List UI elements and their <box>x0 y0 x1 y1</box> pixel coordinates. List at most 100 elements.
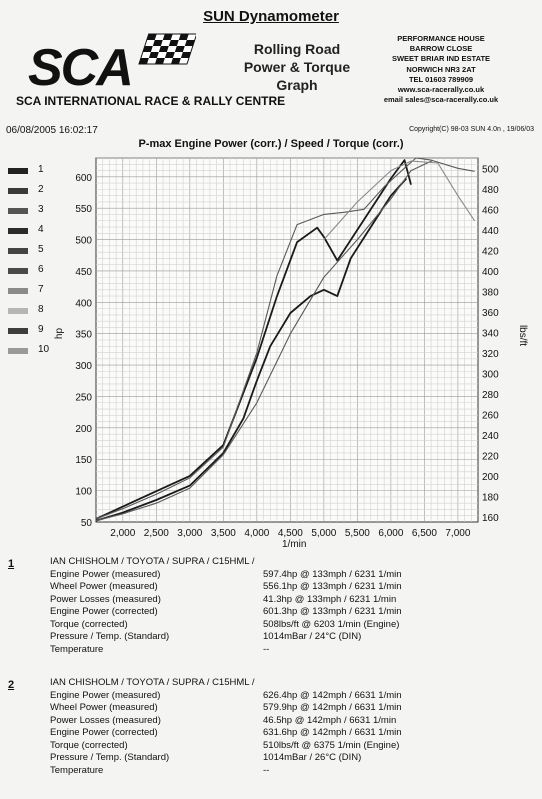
report-row: Engine Power (corrected) 631.6hp @ 142mph… <box>50 727 530 740</box>
legend-swatch <box>8 208 28 214</box>
address-line: TEL 01603 789909 <box>408 74 474 84</box>
address-line: BARROW CLOSE <box>409 44 473 54</box>
legend-number: 2 <box>38 184 44 195</box>
report-value: 597.4hp @ 133mph / 6231 1/min <box>263 568 402 580</box>
series-line-5 <box>323 160 476 240</box>
legend-item: 3 <box>8 204 68 218</box>
report-value: 626.4hp @ 142mph / 6631 1/min <box>263 689 402 701</box>
report-value: 556.1hp @ 133mph / 6231 1/min <box>263 581 402 592</box>
legend-number: 10 <box>38 344 50 355</box>
y-right-tick-label: 280 <box>482 390 499 401</box>
y-right-tick-label: 460 <box>482 205 499 216</box>
y-right-tick-label: 260 <box>482 410 499 421</box>
y-left-tick-label: 50 <box>81 518 93 529</box>
graph-title-line: Power & Torque <box>243 59 351 75</box>
y-left-tick-label: 400 <box>75 298 92 309</box>
legend-swatch <box>8 268 28 274</box>
series-line-2 <box>95 159 412 520</box>
y-right-tick-label: 160 <box>482 513 499 524</box>
report-row: Torque (corrected) 510lbs/ft @ 6375 1/min… <box>50 740 530 753</box>
legend-swatch <box>8 328 28 334</box>
y-left-tick-label: 600 <box>75 173 92 184</box>
report-label: Pressure / Temp. (Standard) <box>50 631 170 642</box>
report-label: Engine Power (measured) <box>50 568 161 580</box>
report-row: Temperature -- <box>50 765 530 778</box>
legend-item: 1 <box>8 164 68 178</box>
dyno-title: SUN Dynamometer <box>203 8 339 25</box>
report-row: Torque (corrected) 508lbs/ft @ 6203 1/min… <box>50 619 530 632</box>
series-line-1 <box>95 177 408 522</box>
x-tick-label: 5,000 <box>311 528 336 539</box>
graph-title: Rolling Road Power & Torque Graph <box>222 40 372 94</box>
x-tick-label: 4,000 <box>244 528 269 539</box>
report-value: -- <box>263 643 270 655</box>
y-left-tick-label: 450 <box>75 267 92 278</box>
x-tick-label: 3,000 <box>177 528 202 539</box>
legend-number: 5 <box>38 244 44 255</box>
y-left-tick-label: 100 <box>75 487 92 498</box>
y-right-tick-label: 480 <box>482 185 499 196</box>
report-label: Wheel Power (measured) <box>50 702 158 713</box>
y-right-tick-label: 220 <box>482 451 499 462</box>
legend-item: 2 <box>8 184 68 198</box>
address-line: SWEET BRIAR IND ESTATE <box>391 54 491 64</box>
report-label: Engine Power (corrected) <box>50 606 158 617</box>
report-row: Pressure / Temp. (Standard) 1014mBar / 24… <box>50 631 530 644</box>
x-tick-label: 2,000 <box>110 528 135 539</box>
y-left-tick-label: 550 <box>75 204 92 215</box>
run-number: 2 <box>8 679 15 691</box>
timestamp: 06/08/2005 16:02:17 <box>6 125 98 136</box>
legend-number: 9 <box>38 324 44 335</box>
copyright-text: Copyright(C) 98-03 SUN 4.0n , 19/06/03 <box>409 126 534 133</box>
legend-swatch <box>8 168 28 174</box>
y-right-tick-label: 360 <box>482 308 499 319</box>
report-value: 510lbs/ft @ 6375 1/min (Engine) <box>263 739 400 751</box>
run-number: 1 <box>8 558 15 570</box>
y-left-tick-label: 500 <box>75 236 92 247</box>
y-right-tick-label: 320 <box>482 349 499 360</box>
legend-number: 4 <box>38 224 44 235</box>
address-block: PERFORMANCE HOUSE BARROW CLOSE SWEET BRI… <box>366 34 516 105</box>
report-row: IAN CHISHOLM / TOYOTA / SUPRA / C15HML / <box>50 556 530 569</box>
legend-swatch <box>8 188 28 194</box>
y-right-tick-label: 180 <box>482 492 499 503</box>
report-label: Wheel Power (measured) <box>50 581 158 592</box>
legend-swatch <box>8 228 28 234</box>
report-value: 508lbs/ft @ 6203 1/min (Engine) <box>263 618 400 630</box>
legend-swatch <box>8 308 28 314</box>
y-right-tick-label: 400 <box>482 267 499 278</box>
legend-item: 8 <box>8 304 68 318</box>
y-right-tick-label: 340 <box>482 328 499 339</box>
y-left-tick-label: 200 <box>75 424 92 435</box>
report-value: 46.5hp @ 142mph / 6631 1/min <box>263 714 397 726</box>
report-label: Engine Power (corrected) <box>50 727 158 738</box>
report-label: IAN CHISHOLM / TOYOTA / SUPRA / C15HML / <box>50 677 255 688</box>
dyno-chart: 2,000 2,500 3,000 3,500 4,000 4,500 5,000 5,500… <box>75 157 499 539</box>
y-right-tick-label: 440 <box>482 226 499 237</box>
report-value: 41.3hp @ 133mph / 6231 1/min <box>263 593 397 605</box>
report-row: Wheel Power (measured) 579.9hp @ 142mph /… <box>50 702 530 715</box>
legend-swatch <box>8 288 28 294</box>
report-value: 579.9hp @ 142mph / 6631 1/min <box>263 702 402 713</box>
chart-title: P-max Engine Power (corr.) / Speed / Tor… <box>138 138 404 150</box>
report-row: Engine Power (corrected) 601.3hp @ 133mph… <box>50 606 530 619</box>
x-tick-label: 6,000 <box>378 528 403 539</box>
logo-subtitle: SCA INTERNATIONAL RACE & RALLY CENTRE <box>16 94 286 108</box>
checkered-flag-icon <box>138 33 196 65</box>
legend-item: 5 <box>8 244 68 258</box>
report-label: IAN CHISHOLM / TOYOTA / SUPRA / C15HML / <box>50 556 255 567</box>
y-right-tick-label: 240 <box>482 431 499 442</box>
report-row: Power Losses (measured) 46.5hp @ 142mph /… <box>50 715 530 728</box>
y-left-tick-label: 350 <box>75 330 92 341</box>
legend-number: 7 <box>38 284 44 295</box>
graph-title-line: Rolling Road <box>253 41 341 57</box>
report-label: Power Losses (measured) <box>50 714 161 726</box>
address-line: www.sca-racerally.co.uk <box>397 85 485 95</box>
series-line-4 <box>95 157 475 520</box>
x-axis-label: 1/min <box>282 539 307 550</box>
report-label: Torque (corrected) <box>50 618 128 630</box>
x-tick-label: 5,500 <box>345 528 370 539</box>
y-right-tick-label: 380 <box>482 287 499 298</box>
legend-number: 3 <box>38 204 44 215</box>
y-right-tick-label: 300 <box>482 369 499 380</box>
